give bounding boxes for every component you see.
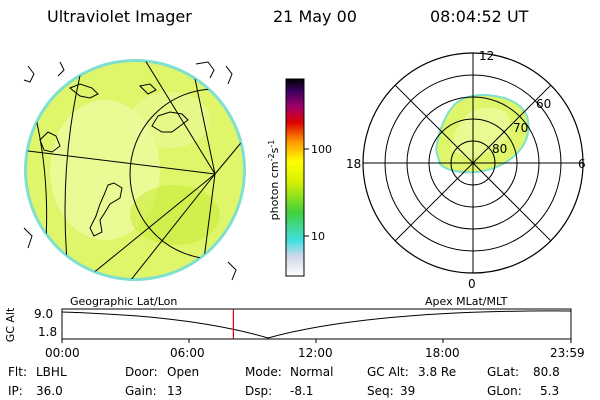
mlt-label-12: 12: [479, 49, 494, 63]
polar-plot: 12 18 6 0 60 70 80: [346, 49, 586, 291]
earth-disk-image: [23, 59, 246, 281]
gain-label: Gain:: [125, 384, 157, 398]
glon-label: GLon:: [487, 384, 522, 398]
timeline-xtick-0600: 06:00: [170, 346, 205, 360]
colorbar-tick-100: 100: [311, 143, 332, 156]
colorbar-unit-label: photon cm-2s-1: [267, 140, 281, 221]
gc-alt-value: 3.8 Re: [418, 365, 457, 379]
timeline-xtick-0000: 00:00: [45, 346, 80, 360]
dsp-label: Dsp:: [245, 384, 273, 398]
colorbar-tick-10: 10: [311, 230, 325, 243]
seq-label: Seq:: [367, 384, 394, 398]
instrument-title: Ultraviolet Imager: [47, 7, 192, 26]
observation-time: 08:04:52 UT: [430, 7, 529, 26]
mlat-label-60: 60: [536, 97, 551, 111]
timeline-xtick-2359: 23:59: [550, 346, 585, 360]
mlt-label-6: 6: [578, 157, 586, 171]
mlat-label-70: 70: [513, 121, 528, 135]
gain-value: 13: [167, 384, 183, 398]
glat-label: GLat:: [487, 365, 520, 379]
timeline-ylabel: GC Alt: [4, 307, 17, 342]
mode-value: Normal: [290, 365, 334, 379]
gc-alt-label: GC Alt:: [367, 365, 409, 379]
mlt-label-18: 18: [346, 157, 361, 171]
timeline-xtick-1800: 18:00: [425, 346, 460, 360]
colorbar: photon cm-2s-1 100 10: [267, 78, 332, 277]
dsp-value: -8.1: [290, 384, 314, 398]
door-label: Door:: [125, 365, 158, 379]
observation-date: 21 May 00: [273, 7, 357, 26]
timeline-ymax: 9.0: [34, 307, 54, 321]
timeline-xtick-1200: 12:00: [298, 346, 333, 360]
filter-value: LBHL: [36, 365, 67, 379]
timeline-ymin: 1.8: [38, 325, 58, 339]
altitude-curve: [61, 310, 572, 339]
mode-label: Mode:: [245, 365, 282, 379]
filter-label: Flt:: [8, 365, 27, 379]
mlt-label-0: 0: [468, 277, 476, 291]
ip-label: IP:: [8, 384, 23, 398]
ip-value: 36.0: [36, 384, 63, 398]
glat-value: 80.8: [533, 365, 560, 379]
seq-value: 39: [400, 384, 416, 398]
timeline-left-title: Geographic Lat/Lon: [70, 295, 178, 308]
timeline-right-title: Apex MLat/MLT: [425, 295, 508, 308]
door-value: Open: [167, 365, 200, 379]
altitude-timeline: GC Alt: [4, 307, 572, 343]
glon-value: 5.3: [540, 384, 560, 398]
mlat-label-80: 80: [492, 142, 507, 156]
